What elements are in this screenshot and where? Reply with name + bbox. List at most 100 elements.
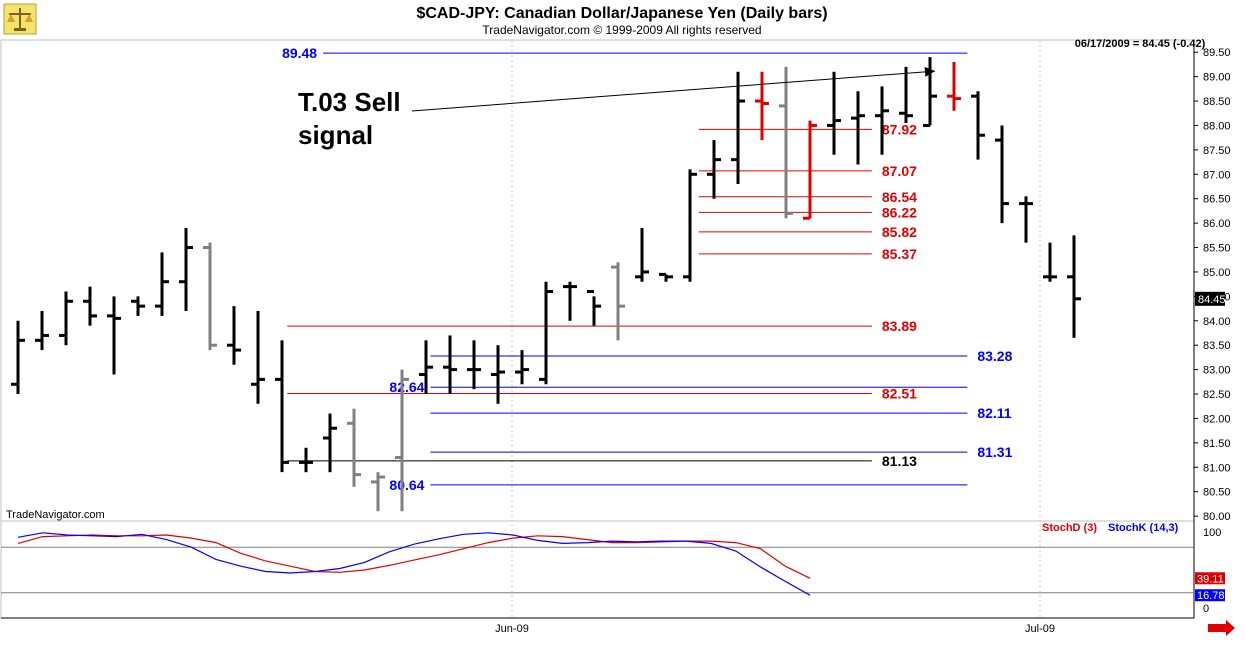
annotation-line [411,70,936,112]
price-bar [539,281,553,385]
price-bar [899,66,913,124]
price-level-label: 83.89 [882,318,917,334]
price-bar [227,306,241,365]
price-bar [563,281,577,321]
price-bar [1043,242,1057,282]
price-bar [587,289,601,326]
price-bar [251,311,265,404]
price-tick-label: 80.00 [1203,511,1231,523]
price-axis: 80.00 80.50 81.00 81.50 82.00 82.50 83.00 83.50… [1194,47,1231,523]
price-bar [467,340,481,390]
stoch-panel-frame [0,520,1195,619]
price-tick-label: 87.50 [1203,145,1231,157]
stoch-legend-entry: StochK (14,3) [1108,522,1179,534]
price-tick-label: 85.00 [1203,267,1231,279]
price-bar [179,228,193,312]
stoch-legend-entry: StochD (3) [1042,522,1097,534]
price-level-label: 80.64 [389,477,424,493]
sell-signal-label-line1: T.03 Sell [298,87,401,117]
price-bar [395,369,409,512]
price-bar [1019,196,1033,243]
price-tick-label: 88.50 [1203,96,1231,108]
price-bar [443,335,457,395]
price-tick-label: 89.00 [1203,72,1231,84]
price-level-label: 82.11 [977,405,1011,421]
price-bar [275,340,289,473]
stoch-last-value-box [1195,589,1225,602]
price-level-label: 89.48 [282,45,317,61]
price-level-label: 82.64 [389,379,424,395]
price-bar [419,340,433,395]
price-level-label: 81.31 [977,444,1012,460]
price-level-label: 82.51 [882,386,917,402]
price-bar [875,86,889,155]
price-bar [707,140,721,199]
stoch-tick-label: 0 [1203,603,1209,615]
price-bar [947,61,961,111]
scales-logo-icon [3,3,37,35]
stoch-series-line [17,532,811,596]
stoch-last-value-label: 16.78 [1197,590,1225,602]
right-arrow-icon[interactable] [1208,620,1235,636]
price-bar [923,57,937,127]
date-tick-label: Jul-09 [1025,623,1055,635]
price-bar [635,228,649,282]
price-bar [347,408,361,487]
price-bar [203,242,217,351]
price-bar [755,71,769,141]
last-price-label: 84.45 [1198,294,1226,306]
price-bar [35,311,49,351]
price-tick-label: 86.50 [1203,194,1231,206]
price-bar [155,252,169,316]
price-tick-label: 83.00 [1203,365,1231,377]
price-bar [611,262,625,341]
stoch-last-value-box [1195,572,1225,585]
price-bar [803,120,817,220]
price-level-label: 81.13 [882,453,917,469]
price-level-label: 86.54 [882,189,917,205]
stoch-last-value-label: 39.11 [1197,573,1224,585]
price-bar [515,350,529,385]
price-tick-label: 81.50 [1203,438,1231,450]
price-bar [11,320,25,395]
price-level-label: 85.82 [882,224,917,240]
price-bar [491,345,505,404]
price-level-label: 86.22 [882,204,917,220]
last-price-info: 06/17/2009 = 84.45 (-0.42) [1075,38,1206,50]
price-tick-label: 80.50 [1203,487,1231,499]
price-bar [827,71,841,155]
price-bar [659,272,673,282]
price-tick-label: 85.50 [1203,243,1231,255]
price-bar [971,91,985,160]
price-bar [299,447,313,473]
chart-subtitle: TradeNavigator.com © 1999-2009 All right… [482,23,761,37]
price-level-label: 83.28 [977,348,1012,364]
price-bar [59,291,73,346]
price-bar [371,472,385,512]
vertical-gridlines [511,40,1041,618]
date-tick-label: Jun-09 [495,623,529,635]
date-axis: Jun-09 Jul-09 [495,623,1055,635]
price-tick-label: 89.50 [1203,47,1231,59]
price-tick-label: 81.00 [1203,462,1231,474]
price-level-label: 85.37 [882,246,917,262]
chart-title: $CAD-JPY: Canadian Dollar/Japanese Yen (… [416,5,827,22]
price-bar [83,286,97,326]
price-tick-label: 84.00 [1203,316,1231,328]
price-bar [323,413,337,473]
price-tick-label: 88.00 [1203,120,1231,132]
price-bars [11,57,1081,512]
price-tick-label: 82.00 [1203,413,1231,425]
price-bar [683,169,697,282]
price-bar [1067,235,1081,338]
annotation-arrowhead [924,66,935,77]
price-level-label: 87.07 [882,163,917,179]
price-bar [851,91,865,165]
price-level-label: 87.92 [882,121,917,137]
stoch-tick-label: 100 [1203,527,1221,539]
stochastic-panel: 100 0 39.11 16.78 StochD (3) StochK (14,3) [1,522,1225,615]
price-bar [995,125,1009,224]
